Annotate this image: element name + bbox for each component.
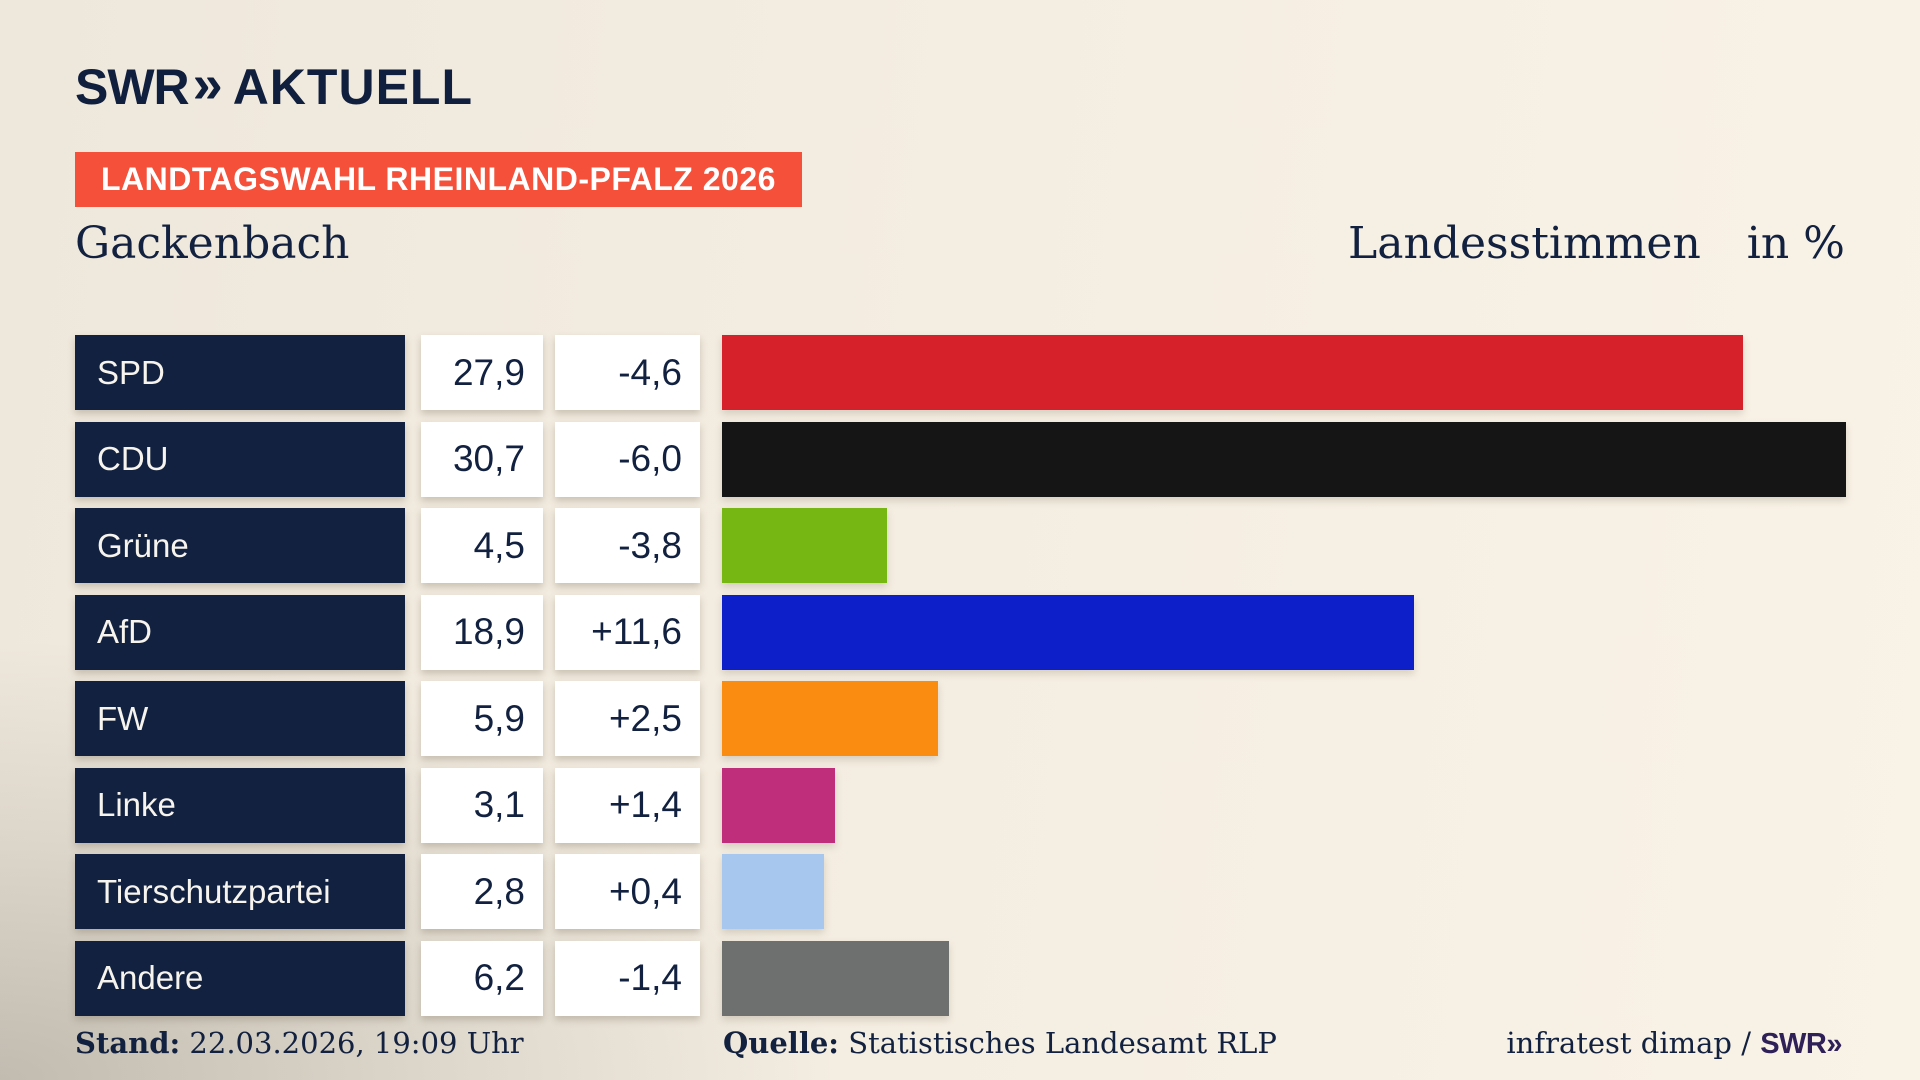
quelle-label: Quelle: [723, 1026, 839, 1060]
party-label-cell: FW [75, 681, 405, 756]
table-row: Tierschutzpartei 2,8 +0,4 [0, 854, 1920, 929]
table-row: FW 5,9 +2,5 [0, 681, 1920, 756]
change-cell: +11,6 [555, 594, 700, 670]
change-cell: -6,0 [555, 421, 700, 497]
value-cell: 4,5 [421, 508, 543, 583]
result-bar [722, 594, 1414, 670]
table-row: Grüne 4,5 -3,8 [0, 508, 1920, 583]
change-cell: +2,5 [555, 681, 700, 756]
value-cell: 30,7 [421, 421, 543, 497]
table-row: AfD 18,9 +11,6 [0, 594, 1920, 670]
title-row: Gackenbach Landesstimmen in % [75, 218, 1845, 274]
party-label-cell: SPD [75, 335, 405, 410]
party-label-cell: Tierschutzpartei [75, 854, 405, 929]
party-label-cell: AfD [75, 594, 405, 670]
stand-timestamp: Stand: 22.03.2026, 19:09 Uhr [75, 1026, 524, 1060]
result-bar [722, 767, 835, 843]
election-badge: LANDTAGSWAHL RHEINLAND-PFALZ 2026 [75, 152, 802, 207]
measure-label: Landesstimmen [1348, 218, 1701, 269]
change-cell: -1,4 [555, 940, 700, 1016]
change-cell: +1,4 [555, 767, 700, 843]
swr-logo-small: SWR» [1760, 1028, 1842, 1060]
result-bar [722, 508, 887, 583]
value-cell: 3,1 [421, 767, 543, 843]
party-label-cell: Grüne [75, 508, 405, 583]
change-cell: +0,4 [555, 854, 700, 929]
attribution-text: infratest dimap / [1506, 1026, 1761, 1060]
party-label-cell: Linke [75, 767, 405, 843]
value-cell: 27,9 [421, 335, 543, 410]
value-cell: 6,2 [421, 940, 543, 1016]
stand-label: Stand: [75, 1026, 181, 1060]
table-row: Linke 3,1 +1,4 [0, 767, 1920, 843]
value-cell: 18,9 [421, 594, 543, 670]
table-row: CDU 30,7 -6,0 [0, 421, 1920, 497]
party-label-cell: CDU [75, 421, 405, 497]
result-bar [722, 335, 1743, 410]
swr-logo-text: SWR [75, 59, 190, 115]
table-row: SPD 27,9 -4,6 [0, 335, 1920, 410]
swr-aktuell-logo: SWR » AKTUELL [75, 54, 474, 116]
table-row: Andere 6,2 -1,4 [0, 940, 1920, 1016]
change-cell: -4,6 [555, 335, 700, 410]
change-cell: -3,8 [555, 508, 700, 583]
stand-value: 22.03.2026, 19:09 Uhr [189, 1026, 524, 1060]
source-note: Quelle: Statistisches Landesamt RLP [723, 1026, 1277, 1060]
result-bar [722, 421, 1846, 497]
footer: Stand: 22.03.2026, 19:09 Uhr Quelle: Sta… [75, 1026, 1842, 1066]
aktuell-logo-text: AKTUELL [232, 59, 474, 115]
party-label-cell: Andere [75, 940, 405, 1016]
unit-label: in % [1746, 218, 1845, 269]
value-cell: 5,9 [421, 681, 543, 756]
quelle-value: Statistisches Landesamt RLP [848, 1026, 1277, 1060]
attribution: infratest dimap / SWR» [1506, 1026, 1842, 1061]
value-cell: 2,8 [421, 854, 543, 929]
result-bar [722, 854, 824, 929]
result-bar [722, 940, 949, 1016]
municipality-name: Gackenbach [75, 218, 350, 269]
measure-wrap: Landesstimmen in % [1348, 218, 1845, 269]
double-chevron-icon: » [192, 54, 223, 114]
result-bar [722, 681, 938, 756]
